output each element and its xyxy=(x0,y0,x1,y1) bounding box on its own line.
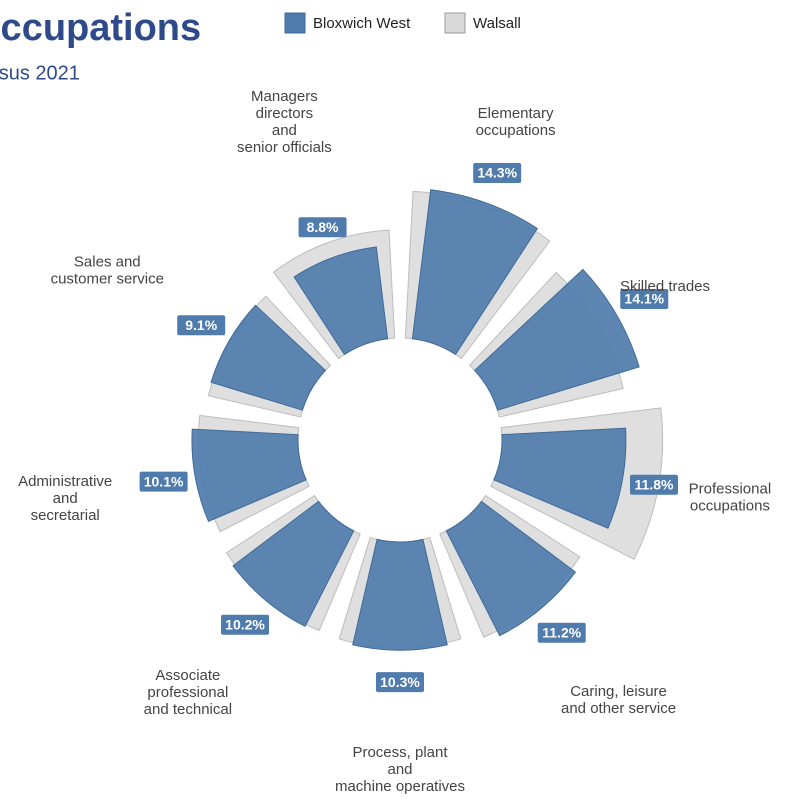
value-label: 10.1% xyxy=(144,473,184,489)
value-label-box xyxy=(177,315,226,336)
chart-subtitle: Census 2021 xyxy=(0,62,80,84)
category-label: Elementary occupations xyxy=(476,105,556,139)
category-label: Process, plant and machine operatives xyxy=(335,744,465,795)
category-label: Skilled trades xyxy=(620,278,710,295)
category-label: Administrative and secretarial xyxy=(18,473,112,524)
category-label: Professional occupations xyxy=(689,481,772,515)
category-label: Sales and customer service xyxy=(51,253,164,287)
bloxwich-bar xyxy=(191,428,307,522)
legend-swatch xyxy=(444,12,466,34)
legend-label: Walsall xyxy=(473,15,521,32)
value-label: 14.1% xyxy=(624,291,664,307)
value-label-box xyxy=(629,474,678,495)
value-label: 10.2% xyxy=(225,616,265,632)
chart-title: Occupations xyxy=(0,7,201,49)
value-label-box xyxy=(139,471,188,492)
bloxwich-bar xyxy=(493,427,627,529)
value-label: 10.3% xyxy=(380,674,420,690)
value-label: 11.2% xyxy=(542,624,581,640)
value-label: 9.1% xyxy=(185,317,217,333)
category-label: Associate professional and technical xyxy=(144,667,232,718)
category-label: Caring, leisure and other service xyxy=(561,683,676,717)
bloxwich-bar xyxy=(411,189,539,356)
bloxwich-bar xyxy=(232,500,355,627)
value-label-box xyxy=(620,288,669,309)
legend-label: Bloxwich West xyxy=(313,15,411,32)
category-label: Managers directors and senior officials xyxy=(237,88,332,156)
value-label-box xyxy=(376,672,424,693)
value-label-box xyxy=(473,162,522,183)
value-label-box xyxy=(298,217,347,238)
bloxwich-bar xyxy=(352,538,448,651)
value-label: 11.8% xyxy=(635,476,674,492)
bloxwich-bar xyxy=(210,304,327,411)
bloxwich-bar xyxy=(293,246,389,356)
bloxwich-bar xyxy=(473,268,640,411)
value-label: 14.3% xyxy=(477,165,517,181)
value-label-box xyxy=(221,614,270,635)
bloxwich-bar xyxy=(445,500,577,637)
value-label: 8.8% xyxy=(307,219,339,235)
value-label-box xyxy=(537,622,586,643)
legend-swatch xyxy=(284,12,306,34)
